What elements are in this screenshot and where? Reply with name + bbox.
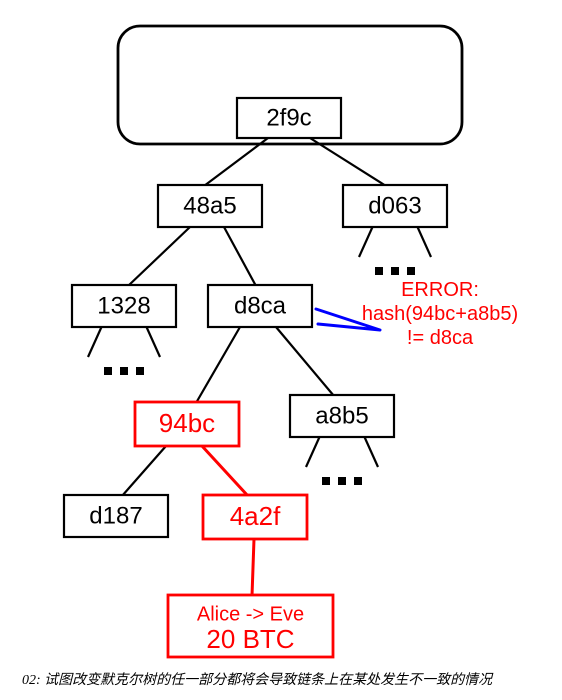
- tree-edge: [202, 446, 248, 496]
- ellipsis-dot: [391, 267, 399, 275]
- leaf-line1: Alice -> Eve: [197, 603, 304, 625]
- figure-caption: 02: 试图改变默克尔树的任一部分都将会导致链条上在某处发生不一致的情况: [22, 672, 494, 688]
- ellipsis-dot: [354, 477, 362, 485]
- node-d063: d063: [343, 185, 447, 227]
- node-a8b5: a8b5: [290, 395, 394, 437]
- stub-children: [88, 327, 160, 375]
- stub-children: [306, 437, 378, 485]
- tree-edge: [128, 227, 190, 286]
- node-4a2f: 4a2f: [203, 495, 307, 539]
- ellipsis-dot: [120, 367, 128, 375]
- tree-edge: [224, 227, 256, 286]
- node-label: d8ca: [234, 292, 287, 319]
- tree-edge: [276, 327, 334, 396]
- node-d187: d187: [64, 495, 168, 537]
- node-label: d063: [368, 192, 421, 219]
- node-label: 2f9c: [266, 104, 311, 131]
- ellipsis-dot: [136, 367, 144, 375]
- node-48a5: 48a5: [158, 185, 262, 227]
- error-text-line: != d8ca: [407, 327, 474, 349]
- node-label: a8b5: [315, 402, 368, 429]
- node-2f9c: 2f9c: [237, 98, 341, 138]
- tree-edge: [122, 446, 166, 496]
- node-label: d187: [89, 502, 142, 529]
- node-94bc: 94bc: [135, 402, 239, 446]
- tree-edge: [252, 539, 254, 596]
- leaf-line2: 20 BTC: [206, 624, 294, 654]
- ellipsis-dot: [322, 477, 330, 485]
- node-label: 48a5: [183, 192, 236, 219]
- ellipsis-dot: [104, 367, 112, 375]
- ellipsis-dot: [375, 267, 383, 275]
- node-d8ca: d8ca: [208, 285, 312, 327]
- tree-edge: [196, 327, 240, 403]
- error-text-line: ERROR:: [401, 279, 479, 301]
- node-label: 4a2f: [230, 501, 281, 531]
- node-label: 1328: [97, 292, 150, 319]
- node-label: 94bc: [159, 408, 215, 438]
- ellipsis-dot: [338, 477, 346, 485]
- node-transaction: Alice -> Eve20 BTC: [168, 595, 333, 657]
- merkle-diagram: 2f9c 48a5 d063 1328 d8ca 94bc a8b5 d187 4a2f Alic…: [0, 0, 562, 700]
- ellipsis-dot: [407, 267, 415, 275]
- stub-children: [359, 227, 431, 275]
- node-1328: 1328: [72, 285, 176, 327]
- error-text-line: hash(94bc+a8b5): [362, 303, 518, 325]
